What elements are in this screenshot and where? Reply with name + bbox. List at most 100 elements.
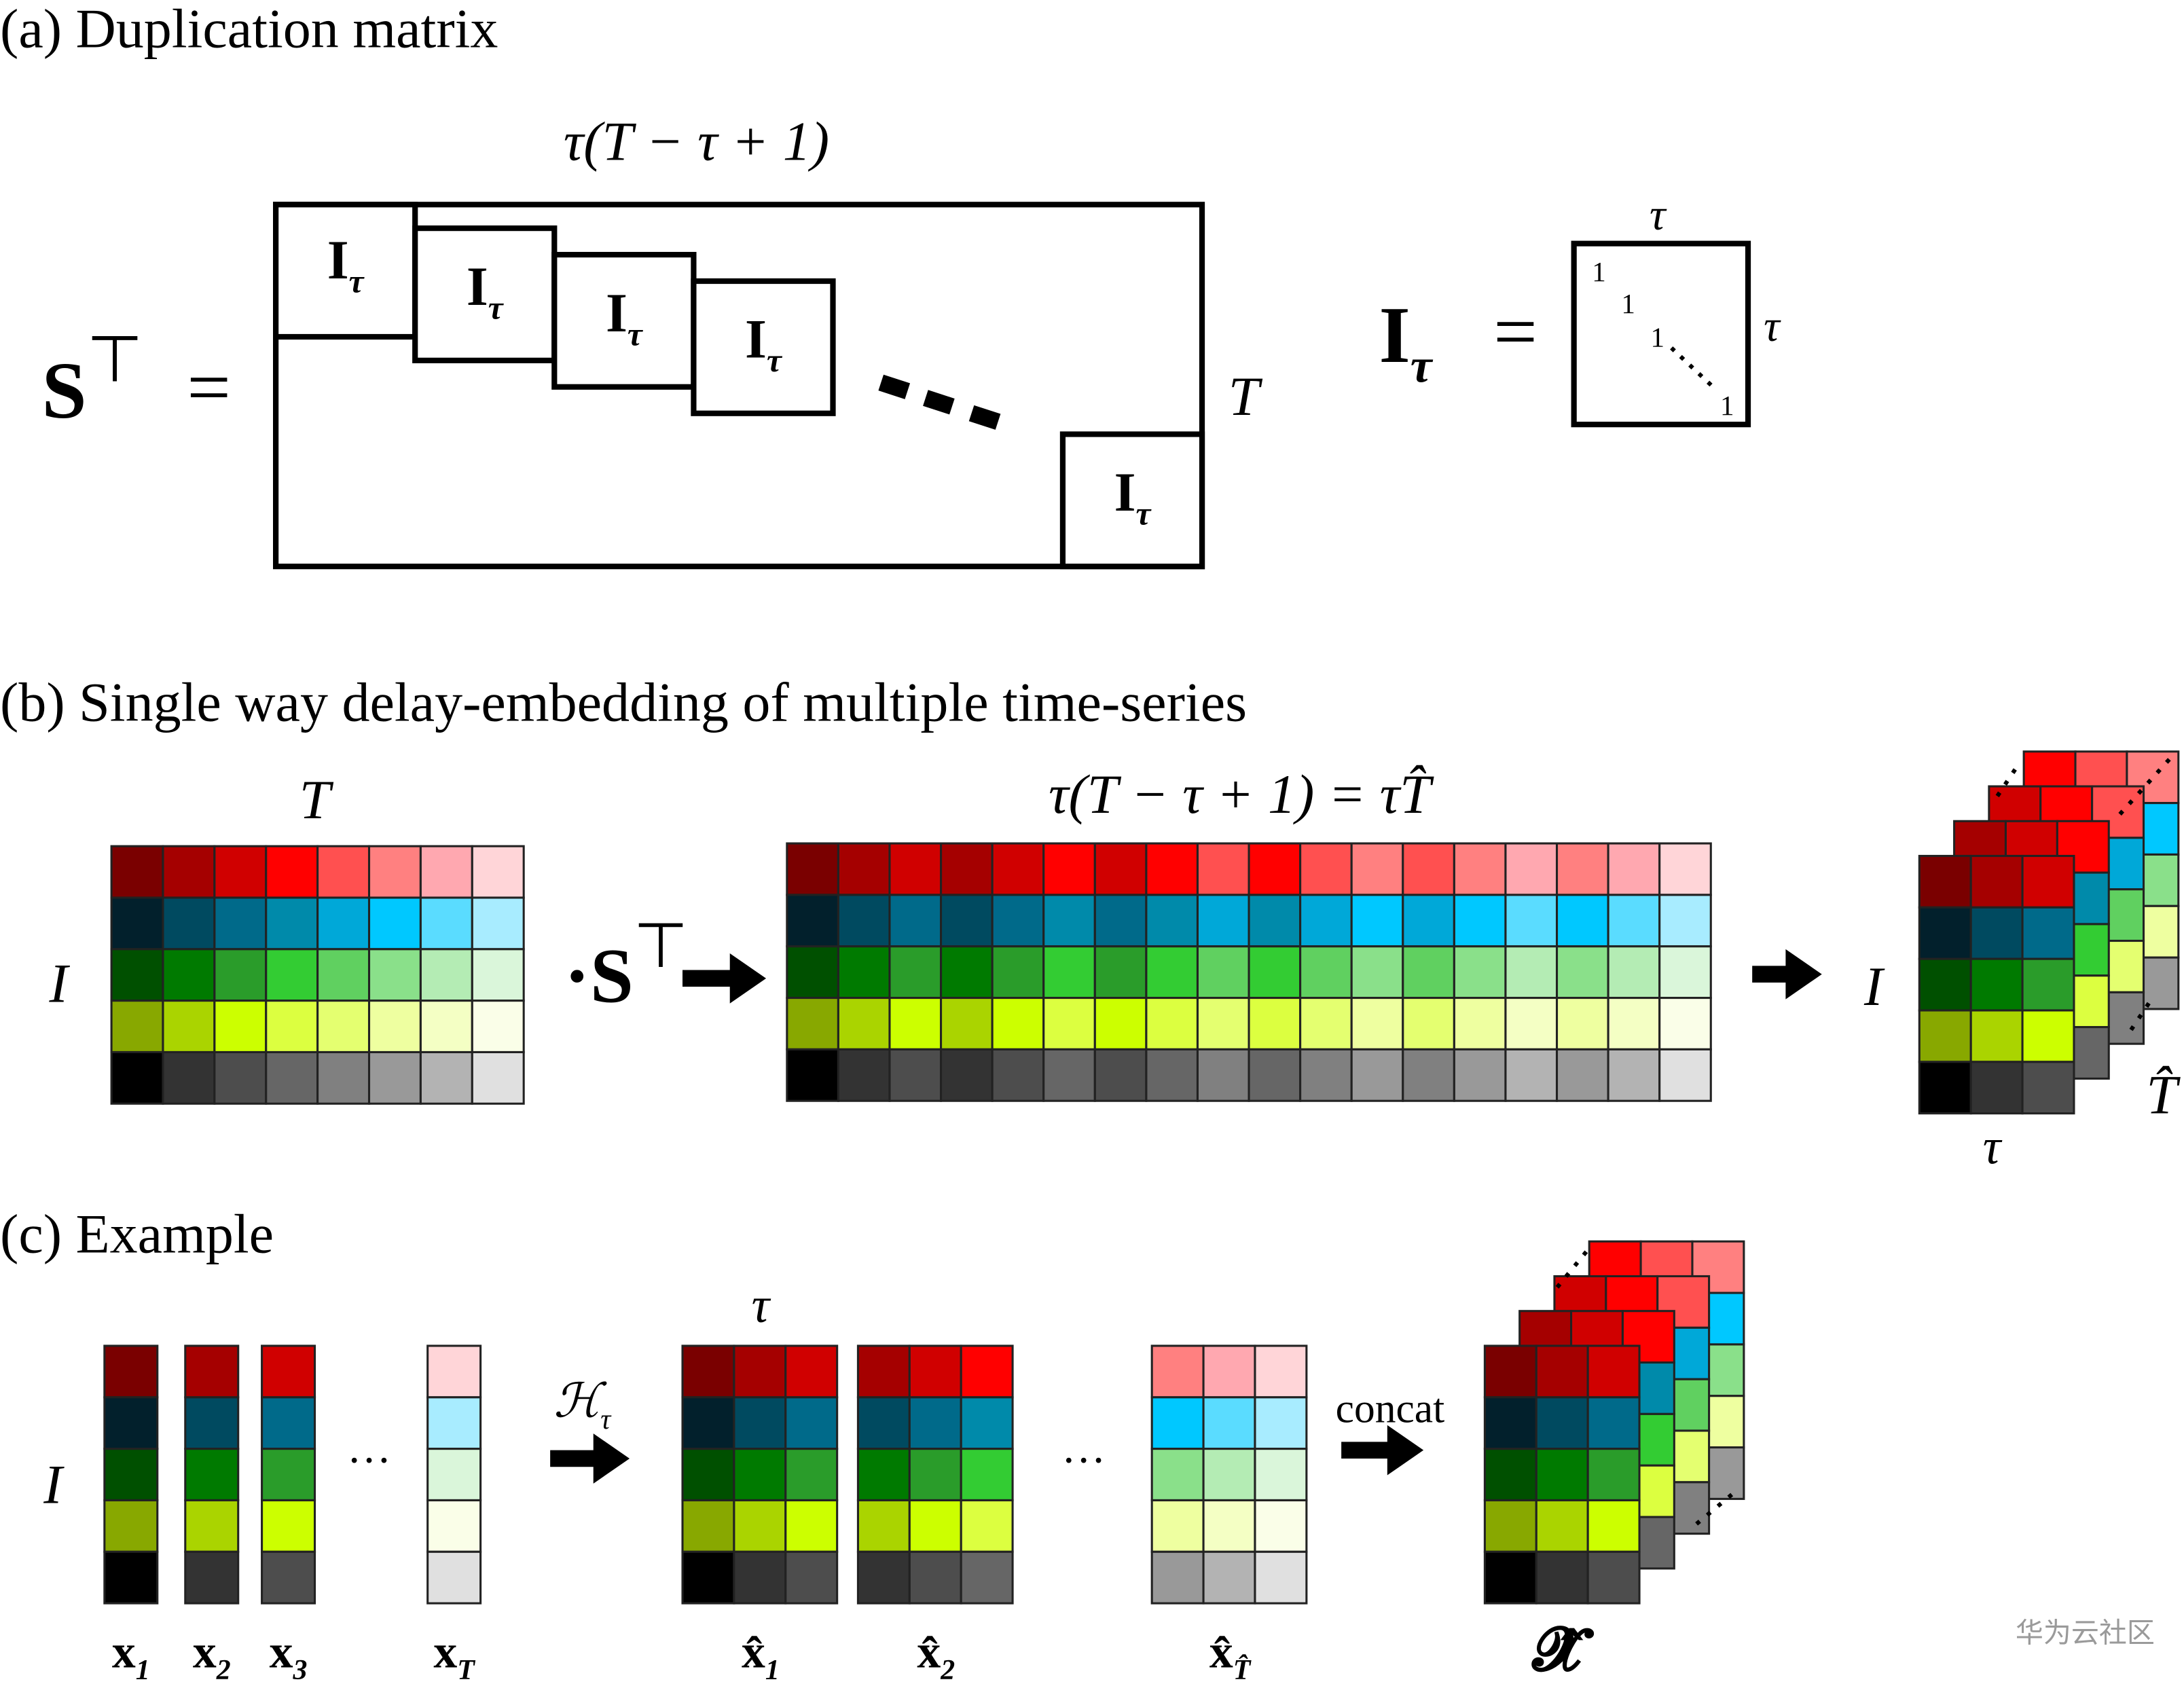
cell [426, 1550, 482, 1605]
cell-grids [103, 750, 2180, 1605]
cell [888, 842, 943, 896]
cell [1586, 1396, 1641, 1450]
cell [1402, 945, 1455, 1000]
identity-block [1059, 431, 1205, 570]
one: 1 [1621, 288, 1635, 319]
cell [419, 1050, 473, 1105]
cell [162, 948, 216, 1002]
cell [940, 997, 994, 1050]
height-label: T [1228, 365, 1263, 427]
block-label-base: I [327, 229, 349, 291]
cell [681, 1448, 735, 1501]
cell [1093, 842, 1148, 896]
cell [162, 896, 216, 951]
cell [265, 1000, 319, 1054]
matrix-frames [272, 202, 1751, 570]
cell [960, 1344, 1014, 1399]
equals: = [187, 344, 231, 431]
cell [1555, 945, 1609, 1000]
cell [1202, 1344, 1256, 1399]
cell [1555, 894, 1609, 948]
panel-title: (a) Duplication matrix [0, 0, 498, 60]
column-label-sub: T [457, 1655, 475, 1684]
cell [1299, 894, 1353, 948]
window-label-sub: 1 [765, 1655, 780, 1684]
cell [426, 1448, 482, 1501]
identity-lhs-sub: τ [1410, 340, 1434, 393]
rows-label: I [43, 1454, 65, 1516]
dot [878, 374, 911, 399]
cell [733, 1344, 787, 1399]
block-label-base: I [467, 255, 488, 317]
cell [1350, 945, 1404, 1000]
column-label-base: x [193, 1626, 217, 1678]
cell [265, 948, 319, 1002]
one: 1 [1720, 390, 1734, 421]
cell [991, 842, 1045, 896]
cell [1150, 1550, 1205, 1605]
cell-grid [786, 842, 1712, 1102]
column-label: xT [433, 1626, 475, 1684]
cell [367, 948, 422, 1002]
cell [1535, 1344, 1589, 1399]
cell [786, 997, 839, 1050]
window-label: x̂2 [917, 1626, 955, 1684]
cell [419, 1000, 473, 1054]
window-label: x̂1 [742, 1626, 780, 1684]
cell [1483, 1396, 1537, 1450]
cell [1918, 854, 1972, 909]
cell [1145, 945, 1199, 1000]
cell [1607, 894, 1661, 948]
lhs: S⊤ [42, 323, 143, 435]
cell [1607, 997, 1661, 1050]
cell [1150, 1396, 1205, 1450]
concat-label: concat [1336, 1386, 1445, 1432]
cell [1042, 945, 1096, 1000]
cell [1042, 1048, 1096, 1102]
cell [2021, 1009, 2075, 1063]
cell [162, 1050, 216, 1105]
block-label-base: I [745, 308, 767, 370]
cell [261, 1344, 316, 1399]
cell [1145, 894, 1199, 948]
cell [1453, 945, 1507, 1000]
window-label-base: x̂ [1209, 1626, 1233, 1678]
watermark: 华为云社区 [2016, 1617, 2155, 1649]
cell [103, 1344, 159, 1399]
cell [316, 1000, 371, 1054]
cell [1093, 997, 1148, 1050]
cell [316, 948, 371, 1002]
cell [1093, 894, 1148, 948]
cell [1350, 1048, 1404, 1102]
cell [856, 1448, 911, 1501]
cell [184, 1396, 240, 1450]
cell [733, 1396, 787, 1450]
cell [784, 1396, 839, 1450]
cell [1586, 1344, 1641, 1399]
cell [110, 896, 164, 951]
cell [1504, 945, 1559, 1000]
tau-label: τ [1983, 1118, 2003, 1174]
lhs-base: S [42, 346, 87, 435]
cell [733, 1550, 787, 1605]
cell [960, 1448, 1014, 1501]
cell [1196, 945, 1250, 1000]
cell [908, 1448, 962, 1501]
cell [184, 1448, 240, 1501]
cell [1042, 997, 1096, 1050]
cell [1402, 842, 1455, 896]
arrow [1752, 949, 1822, 1000]
cell [1969, 957, 2024, 1012]
cell [1202, 1396, 1256, 1450]
rows-label: I [48, 953, 70, 1014]
cell [786, 945, 839, 1000]
cell [261, 1550, 316, 1605]
identity-lhs-base: I [1379, 290, 1410, 380]
cell [1504, 894, 1559, 948]
cell [367, 1050, 422, 1105]
cell [213, 1000, 268, 1054]
cell-grid [261, 1344, 316, 1605]
cell [1299, 1048, 1353, 1102]
cell [213, 896, 268, 951]
